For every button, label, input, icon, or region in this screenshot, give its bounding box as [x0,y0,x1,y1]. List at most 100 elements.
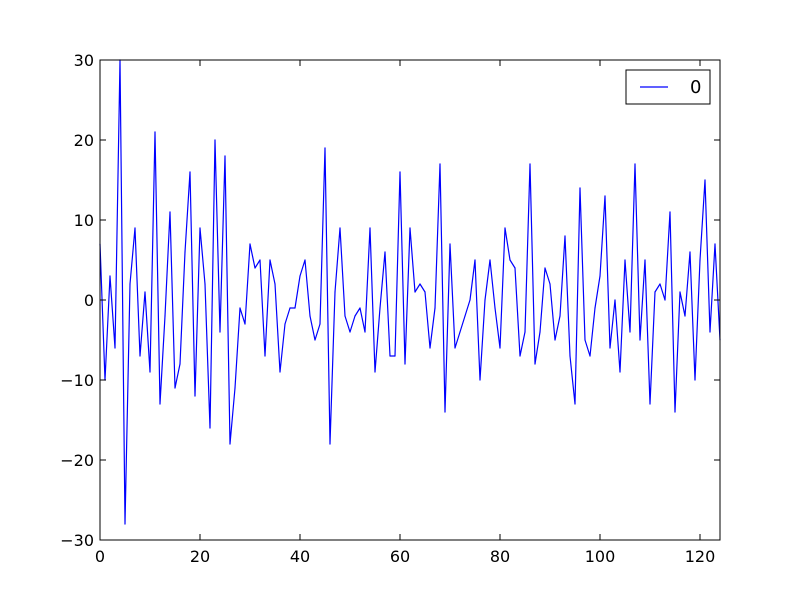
data-point [334,291,336,293]
data-point [479,379,481,381]
series-layer [99,59,721,525]
data-point [244,323,246,325]
data-point [704,179,706,181]
data-point [689,251,691,253]
data-point [394,355,396,357]
data-point [379,307,381,309]
data-point [534,363,536,365]
data-point [169,211,171,213]
data-point [464,315,466,317]
data-point [599,275,601,277]
data-point [359,307,361,309]
data-point [614,299,616,301]
data-point [584,339,586,341]
data-point [634,163,636,165]
data-point [144,291,146,293]
data-point [319,323,321,325]
data-point [209,427,211,429]
data-point [499,347,501,349]
data-point [159,403,161,405]
data-point [624,259,626,261]
x-tick-label: 100 [585,547,616,566]
data-point [459,331,461,333]
data-point [249,243,251,245]
data-point [449,243,451,245]
data-point [184,251,186,253]
data-point [389,355,391,357]
data-point [129,283,131,285]
data-point [239,307,241,309]
data-point [504,227,506,229]
data-point [224,155,226,157]
data-point [204,283,206,285]
data-point [579,187,581,189]
data-point [294,307,296,309]
data-point [489,259,491,261]
data-point [279,371,281,373]
data-point [369,227,371,229]
data-point [214,139,216,141]
y-tick-label: 10 [74,211,94,230]
x-tick-label: 40 [290,547,310,566]
data-point [524,331,526,333]
plot-background [100,60,720,540]
data-point [289,307,291,309]
data-point [134,227,136,229]
ticks-layer: 0 20 40 60 80 100 120 −30 −20 −10 0 10 20 30 [60,51,720,566]
data-point [179,363,181,365]
data-point [339,227,341,229]
data-point [229,443,231,445]
data-point [194,395,196,397]
data-point [189,171,191,173]
data-point [664,299,666,301]
data-point [299,275,301,277]
data-point [314,339,316,341]
data-point [669,211,671,213]
x-tick-label: 0 [95,547,105,566]
data-point [564,235,566,237]
data-point [674,411,676,413]
data-point [324,147,326,149]
data-point [259,259,261,261]
x-tick-label: 80 [490,547,510,566]
data-point [699,259,701,261]
data-point [619,371,621,373]
data-point [414,291,416,293]
data-point [509,259,511,261]
data-point [574,403,576,405]
x-tick-label: 60 [390,547,410,566]
data-point [609,347,611,349]
data-point [149,371,151,373]
data-point [164,315,166,317]
data-point [709,331,711,333]
data-point [554,339,556,341]
data-point [594,307,596,309]
data-point [329,443,331,445]
data-point [679,291,681,293]
data-point [514,267,516,269]
x-tick-label: 120 [685,547,716,566]
data-point [549,283,551,285]
x-tick-label: 20 [190,547,210,566]
data-point [694,379,696,381]
data-point [644,259,646,261]
data-point [519,355,521,357]
data-point [269,259,271,261]
data-point [374,371,376,373]
data-point [254,267,256,269]
data-point [424,291,426,293]
data-point [304,259,306,261]
data-point [469,299,471,301]
data-point [109,275,111,277]
data-point [474,259,476,261]
data-point [659,283,661,285]
data-point [654,291,656,293]
data-point [569,355,571,357]
data-point [219,331,221,333]
data-point [714,243,716,245]
y-tick-label: −20 [60,451,94,470]
data-point [649,403,651,405]
data-point [274,283,276,285]
data-point [114,347,116,349]
